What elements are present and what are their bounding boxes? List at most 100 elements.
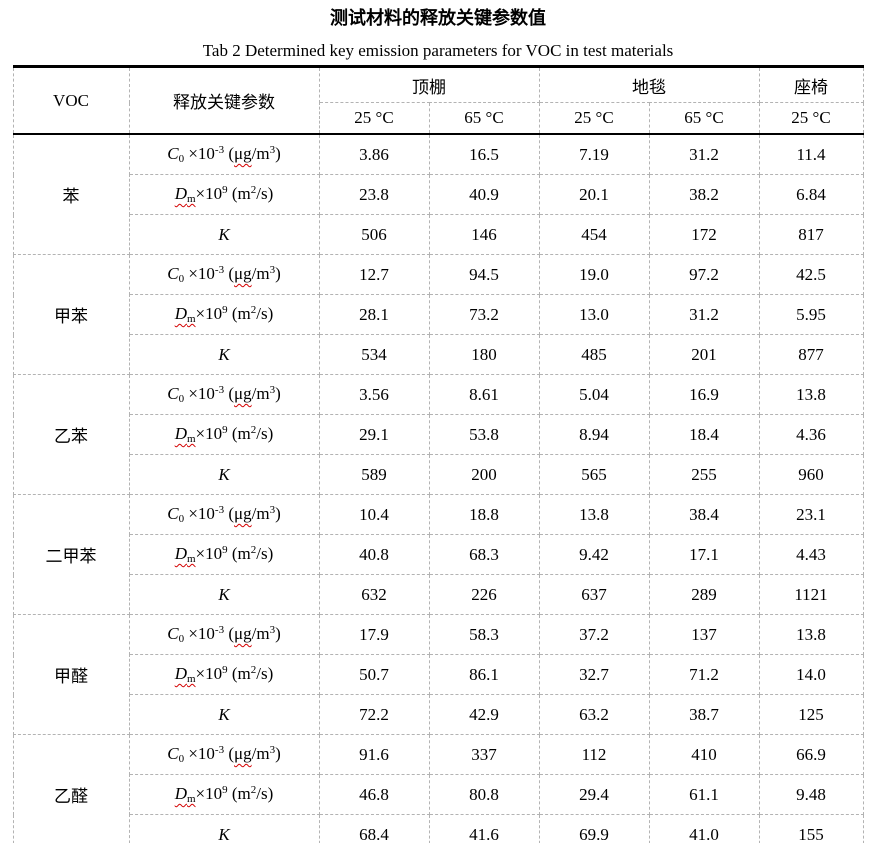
value-cell: 18.4 — [648, 414, 760, 455]
value-cell: 7.19 — [538, 133, 650, 175]
value-cell: 589 — [318, 454, 430, 495]
value-cell: 12.7 — [318, 254, 430, 295]
param-text-segment: ) — [275, 264, 281, 283]
param-text-segment: μg — [234, 744, 252, 763]
value-cell: 71.2 — [648, 654, 760, 695]
value-cell: 66.9 — [758, 734, 864, 775]
param-text-segment: -3 — [214, 384, 225, 396]
value-cell: 53.8 — [428, 414, 540, 455]
table-row: 二甲苯 C0 ×10-3 (μg/m3) 10.4 18.8 13.8 38.4 23.1 — [12, 494, 864, 615]
parameter-label-cell: K — [128, 814, 320, 843]
param-text-segment: /m — [251, 264, 270, 283]
param-text-segment: ( — [224, 504, 235, 523]
value-cell: 41.0 — [648, 814, 760, 843]
param-text-segment: ×10 — [195, 664, 223, 683]
param-text-segment: μg — [234, 384, 252, 403]
value-cell: 19.0 — [538, 254, 650, 295]
param-text-segment: (m — [227, 784, 251, 803]
table-row: Dm×109 (m2/s) 23.8 40.9 20.1 38.2 6.84 — [13, 174, 864, 215]
param-text-segment: /m — [251, 624, 270, 643]
param-text-segment: ×10 — [184, 144, 215, 163]
emission-parameters-table: VOC 释放关键参数 顶棚 地毯 座椅 25 °C 65 °C 25 °C 65… — [12, 65, 864, 843]
temperature-header-row: 25 °C 65 °C 25 °C 65 °C 25 °C — [13, 102, 864, 135]
param-text-run: K — [218, 345, 229, 364]
parameter-label-cell: C0 ×10-3 (μg/m3) — [128, 734, 320, 775]
value-cell: 201 — [648, 334, 760, 375]
value-cell: 226 — [428, 574, 540, 615]
value-cell: 42.5 — [758, 254, 864, 295]
value-cell: 4.43 — [758, 534, 864, 575]
parameter-label-cell: K — [128, 694, 320, 735]
param-text-segment: 9 — [222, 304, 228, 316]
value-cell: 86.1 — [428, 654, 540, 695]
value-cell: 13.8 — [758, 374, 864, 415]
parameter-column-header: 释放关键参数 — [128, 66, 320, 135]
table-caption-english: Tab 2 Determined key emission parameters… — [202, 41, 674, 60]
param-text-segment: D — [174, 784, 187, 803]
param-text-segment: ( — [224, 144, 235, 163]
table-row: K 534 180 485 201 877 — [13, 334, 864, 375]
param-text-segment: 2 — [250, 304, 257, 316]
value-cell: 4.36 — [758, 414, 864, 455]
value-cell: 63.2 — [538, 694, 650, 735]
value-cell: 31.2 — [648, 133, 760, 175]
param-text-segment: ×10 — [195, 544, 223, 563]
parameter-label-cell: Dm×109 (m2/s) — [128, 414, 320, 455]
spellcheck-squiggle: Dm — [175, 664, 196, 685]
value-cell: 13.8 — [758, 614, 864, 655]
spellcheck-squiggle: Dm — [174, 784, 196, 805]
param-text-segment: K — [218, 224, 230, 244]
param-text-segment: ) — [275, 504, 281, 523]
param-text-segment: 0 — [178, 393, 185, 405]
param-text-segment: C — [167, 504, 179, 523]
parameter-label-cell: Dm×109 (m2/s) — [128, 294, 320, 335]
table-header: VOC 释放关键参数 顶棚 地毯 座椅 25 °C 65 °C 25 °C 65… — [12, 66, 864, 135]
parameter-label-cell: Dm×109 (m2/s) — [128, 774, 320, 815]
value-cell: 13.0 — [538, 294, 650, 335]
value-cell: 9.42 — [538, 534, 650, 575]
table-row: K 68.4 41.6 69.9 41.0 155 — [13, 814, 864, 843]
spellcheck-squiggle: μg — [234, 144, 252, 163]
value-cell: 485 — [538, 334, 650, 375]
value-cell: 68.4 — [318, 814, 430, 843]
temp-header: 65 °C — [648, 102, 760, 135]
param-text-segment: 0 — [178, 153, 185, 165]
value-cell: 72.2 — [318, 694, 430, 735]
table-row: 苯 C0 ×10-3 (μg/m3) 3.86 16.5 7.19 31.2 11.4 — [12, 133, 864, 255]
spellcheck-squiggle: μg — [234, 504, 252, 523]
value-cell: 17.1 — [648, 534, 760, 575]
param-text-segment: C — [167, 264, 179, 283]
spellcheck-squiggle: Dm — [175, 184, 196, 205]
param-text-segment: μg — [234, 504, 252, 523]
param-text-segment: 2 — [250, 664, 257, 676]
table-row: 甲苯 C0 ×10-3 (μg/m3) 12.7 94.5 19.0 97.2 42.5 — [12, 254, 864, 375]
value-cell: 23.1 — [758, 494, 864, 535]
param-text-run: /m3) — [252, 144, 281, 163]
value-cell: 14.0 — [758, 654, 864, 695]
param-text-segment: /s) — [256, 784, 274, 803]
table-row: Dm×109 (m2/s) 29.1 53.8 8.94 18.4 4.36 — [13, 414, 864, 455]
param-text-segment: /s) — [256, 424, 274, 443]
param-text-segment: 0 — [178, 753, 185, 765]
table-row: Dm×109 (m2/s) 40.8 68.3 9.42 17.1 4.43 — [13, 534, 864, 575]
spellcheck-squiggle: Dm — [174, 304, 196, 325]
param-text-segment: 2 — [250, 424, 257, 436]
value-cell: 69.9 — [538, 814, 650, 843]
param-text-segment: ×10 — [184, 384, 215, 403]
table-row: K 589 200 565 255 960 — [13, 454, 864, 495]
table-row: Dm×109 (m2/s) 28.1 73.2 13.0 31.2 5.95 — [13, 294, 864, 335]
param-text-run: /m3) — [252, 744, 281, 763]
param-text-segment: K — [218, 584, 230, 604]
param-text-segment: 0 — [178, 513, 185, 525]
material-header-seat: 座椅 — [758, 66, 864, 103]
value-cell: 11.4 — [758, 133, 864, 175]
value-cell: 10.4 — [318, 494, 430, 535]
voc-column-header: VOC — [12, 66, 130, 135]
value-cell: 3.56 — [318, 374, 430, 415]
param-text-segment: D — [174, 304, 187, 323]
value-cell: 50.7 — [318, 654, 430, 695]
value-cell: 637 — [538, 574, 650, 615]
param-text-segment: 3 — [269, 144, 276, 156]
param-text-segment: -3 — [214, 144, 225, 156]
